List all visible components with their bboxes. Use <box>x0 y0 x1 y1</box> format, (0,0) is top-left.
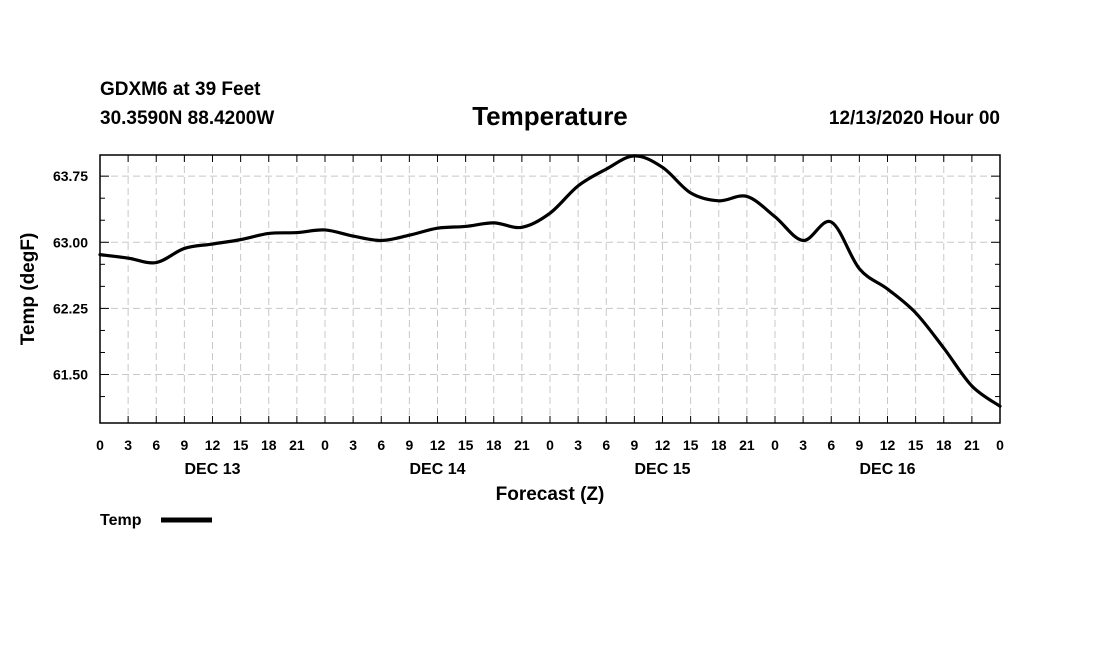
x-tick-label: 6 <box>827 437 835 453</box>
x-tick-label: 3 <box>124 437 132 453</box>
day-label: DEC 13 <box>184 461 240 478</box>
x-tick-label: 21 <box>964 437 980 453</box>
station-label: GDXM6 at 39 Feet <box>100 79 261 100</box>
y-tick-label: 63.00 <box>53 234 88 250</box>
x-tick-label: 6 <box>377 437 385 453</box>
chart-title: Temperature <box>472 101 628 131</box>
x-tick-labels: 0 3 6 9 12 15 18 21 0 3 6 9 12 15 18 21 0 3 6 9 12 15 18 21 0 3 6 9… <box>96 437 1004 453</box>
grid <box>100 155 1000 423</box>
day-label: DEC 14 <box>409 461 465 478</box>
x-tick-label: 0 <box>546 437 554 453</box>
x-tick-label: 6 <box>602 437 610 453</box>
x-tick-label: 0 <box>96 437 104 453</box>
x-tick-label: 12 <box>430 437 446 453</box>
y-tick-label: 61.50 <box>53 367 88 383</box>
x-tick-label: 9 <box>180 437 188 453</box>
y-tick-label: 62.25 <box>53 300 88 316</box>
x-tick-label: 15 <box>233 437 249 453</box>
plot-frame <box>99 154 1001 424</box>
x-tick-label: 18 <box>486 437 502 453</box>
run-time-label: 12/13/2020 Hour 00 <box>829 108 1000 129</box>
x-axis-label: Forecast (Z) <box>496 484 605 505</box>
series-layer <box>98 154 1002 408</box>
x-tick-label: 3 <box>349 437 357 453</box>
y-tick-labels: 61.50 62.25 63.00 63.75 <box>53 168 88 382</box>
x-tick-label: 12 <box>880 437 896 453</box>
day-label: DEC 16 <box>859 461 915 478</box>
x-tick-label: 15 <box>908 437 924 453</box>
x-tick-label: 9 <box>855 437 863 453</box>
x-tick-label: 6 <box>152 437 160 453</box>
x-tick-label: 18 <box>711 437 727 453</box>
day-labels: DEC 13 DEC 14 DEC 15 DEC 16 <box>184 461 915 478</box>
x-tick-label: 12 <box>655 437 671 453</box>
x-tick-label: 15 <box>458 437 474 453</box>
temp-series-line <box>98 154 1002 408</box>
legend: Temp <box>100 512 212 529</box>
x-tick-label: 18 <box>261 437 277 453</box>
x-tick-label: 21 <box>739 437 755 453</box>
x-tick-label: 0 <box>321 437 329 453</box>
legend-label-temp: Temp <box>100 512 142 529</box>
x-tick-label: 9 <box>630 437 638 453</box>
coords-label: 30.3590N 88.4200W <box>100 108 274 129</box>
x-tick-label: 21 <box>514 437 530 453</box>
x-tick-label: 15 <box>683 437 699 453</box>
x-tick-label: 0 <box>771 437 779 453</box>
day-label: DEC 15 <box>634 461 690 478</box>
x-tick-label: 18 <box>936 437 952 453</box>
y-axis-label: Temp (degF) <box>18 233 39 346</box>
x-tick-label: 3 <box>799 437 807 453</box>
x-tick-label: 12 <box>205 437 221 453</box>
y-tick-label: 63.75 <box>53 168 88 184</box>
x-tick-label: 3 <box>574 437 582 453</box>
x-tick-label: 9 <box>405 437 413 453</box>
x-tick-label: 0 <box>996 437 1004 453</box>
axis-ticks <box>99 155 1001 423</box>
x-tick-label: 21 <box>289 437 305 453</box>
